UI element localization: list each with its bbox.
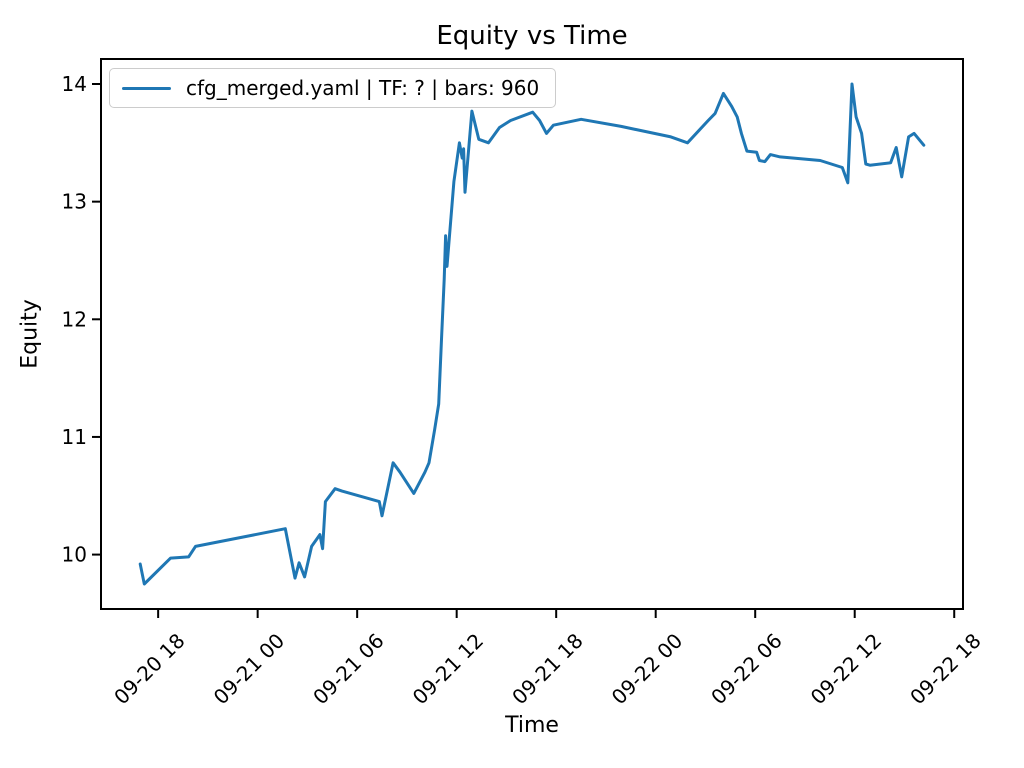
legend-label: cfg_merged.yaml | TF: ? | bars: 960 (186, 76, 540, 100)
y-tick-label: 12 (62, 307, 87, 331)
x-axis-label: Time (505, 713, 559, 738)
chart-title: Equity vs Time (436, 21, 628, 51)
legend-line-swatch (122, 86, 171, 90)
x-tick-label: 09-21 00 (209, 629, 290, 710)
x-tick-label: 09-22 18 (905, 629, 986, 710)
y-tick-label: 14 (62, 72, 87, 96)
x-tick-label: 09-22 12 (806, 629, 887, 710)
y-tick-label: 10 (62, 543, 87, 567)
legend: cfg_merged.yaml | TF: ? | bars: 960 (109, 68, 557, 108)
x-tick-label: 09-20 18 (109, 629, 190, 710)
x-tick-label: 09-21 18 (507, 629, 588, 710)
y-tick-label: 11 (62, 425, 87, 449)
x-tick-label: 09-22 00 (607, 629, 688, 710)
x-tick-label: 09-22 06 (706, 629, 787, 710)
x-tick-label: 09-21 12 (408, 629, 489, 710)
y-tick-label: 13 (62, 190, 87, 214)
x-tick-label: 09-21 06 (308, 629, 389, 710)
equity-line (138, 82, 926, 586)
y-axis-label: Equity (17, 299, 43, 369)
plot-spines (100, 58, 964, 610)
